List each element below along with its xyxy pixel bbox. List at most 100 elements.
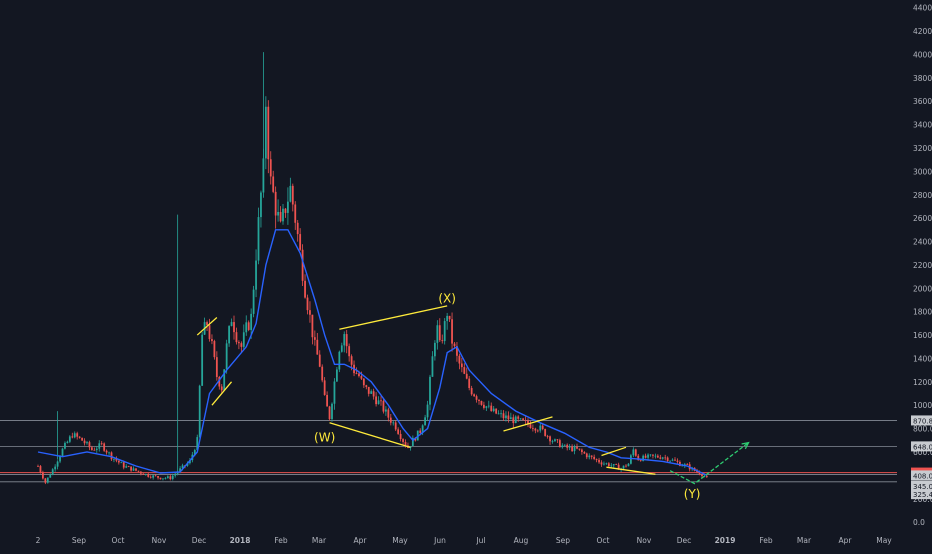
candle-body-83 [240,343,243,347]
candle-body-216 [566,444,569,448]
candle-body-87 [250,313,253,330]
candle-body-261 [676,460,679,462]
candle-body-254 [659,457,662,459]
candle-body-43 [142,473,145,475]
x-tick-label-20: Apr [839,536,853,545]
y-tick-label-10: 2000.0 [913,284,932,293]
candle-body-226 [590,455,593,457]
x-tick-label-2: Oct [112,536,125,545]
candle-body-255 [661,457,664,459]
candle-body-144 [389,417,392,423]
candle-body-21 [88,442,91,448]
candle-body-114 [316,339,319,355]
candle-body-95 [269,159,272,177]
candle-body-150 [404,441,407,446]
candle-body-185 [490,405,493,412]
candle-body-211 [554,439,556,442]
candle-body-186 [492,408,495,412]
candle-body-139 [377,400,380,405]
candle-body-9 [59,456,61,462]
candle-body-143 [387,409,390,418]
y-tick-label-20: 4000.0 [913,50,932,59]
candle-body-189 [500,413,502,415]
candle-body-222 [581,449,583,453]
candle-body-164 [438,325,441,341]
candle-body-156 [419,430,422,433]
candle-body-74 [218,376,221,387]
projection-arrow-path [669,442,749,485]
candle-body-213 [558,440,561,448]
candle-body-218 [571,446,573,452]
moving-average-line [37,229,708,477]
candle-body-113 [313,337,316,340]
x-tick-label-21: May [876,536,892,545]
candle-body-122 [336,369,338,382]
y-tick-label-5: 1000.0 [913,401,932,410]
candle-body-243 [632,449,635,456]
candle-body-167 [446,315,449,322]
wave-annotations: (X) (W) (Y) [196,291,750,501]
candle-body-162 [434,342,436,357]
candle-body-166 [443,321,446,342]
candle-body-12 [66,441,69,443]
candle-body-75 [220,386,223,391]
candle-body-49 [157,475,159,478]
candle-body-50 [159,477,162,480]
candle-body-161 [431,356,434,377]
candle-body-258 [669,460,671,462]
candle-body-102 [287,201,289,213]
candle-body-76 [223,369,226,391]
x-tick-label-15: Nov [637,536,652,545]
candle-body-188 [497,413,500,415]
candle-body-51 [162,478,164,480]
candle-body-116 [321,366,324,381]
candle-body-142 [385,409,387,412]
candle-body-219 [573,446,576,452]
candle-body-117 [323,380,326,395]
candle-body-200 [527,420,529,425]
candle-body-34 [120,462,123,464]
candle-body-163 [436,325,439,343]
y-tick-label-16: 3200.0 [913,144,932,153]
candle-body-141 [382,400,385,412]
candle-body-96 [272,176,275,192]
candle-body-197 [519,418,522,420]
candle-body-23 [93,449,96,451]
candle-body-15 [73,433,76,438]
candle-body-4 [46,477,49,483]
candle-body-199 [524,420,527,421]
candle-body-205 [539,425,542,431]
candle-body-41 [137,470,140,472]
candle-body-241 [627,463,630,467]
candle-body-73 [215,357,218,377]
price-level-tag-label-5: 325.4 [913,491,932,499]
candle-body-7 [54,466,57,470]
candle-body-115 [318,354,321,367]
x-tick-label-0: 2 [36,536,41,545]
candle-body-270 [698,472,701,475]
candle-body-101 [284,208,287,213]
candle-body-48 [154,475,157,477]
y-tick-label-13: 2600.0 [913,214,932,223]
candle-body-174 [463,367,466,374]
candle-body-89 [255,260,257,290]
candle-body-37 [127,466,130,468]
candle-body-130 [355,373,358,374]
x-tick-label-3: Nov [152,536,167,545]
candle-body-269 [696,470,698,473]
x-tick-label-11: Jul [475,536,485,545]
x-tick-label-18: Feb [759,536,773,545]
candle-body-225 [588,455,591,458]
candle-body-134 [365,385,368,387]
candle-body-178 [473,394,475,397]
candle-body-98 [277,211,279,216]
candle-body-273 [705,476,708,477]
x-tick-label-17: 2019 [715,536,736,545]
candle-body-62 [189,460,191,464]
candle-body-265 [686,464,689,465]
candle-body-99 [279,211,282,222]
candle-body-237 [617,464,620,470]
